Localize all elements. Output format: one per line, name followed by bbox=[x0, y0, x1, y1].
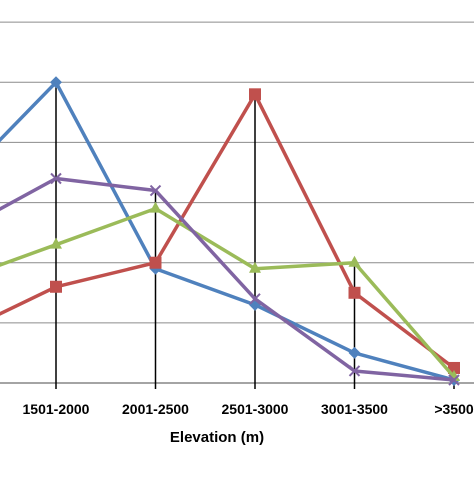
x-axis-title: Elevation (m) bbox=[170, 429, 264, 446]
x-tick-label: 2001-2500 bbox=[122, 401, 189, 417]
data-point bbox=[249, 88, 261, 101]
data-point bbox=[348, 286, 361, 299]
gridlines bbox=[0, 21, 474, 384]
x-tick-label: 2501-3000 bbox=[222, 401, 289, 417]
data-point bbox=[348, 346, 361, 359]
x-tick-label: >3500 bbox=[434, 401, 474, 417]
x-tick-labels: 1501-2000 2001-2500 2501-3000 3001-3500 >350… bbox=[23, 401, 474, 417]
series-group bbox=[0, 76, 460, 386]
data-point bbox=[149, 184, 162, 197]
x-tick-label: 3001-3500 bbox=[321, 401, 388, 417]
data-point bbox=[149, 201, 162, 213]
data-point bbox=[249, 293, 261, 305]
series-line bbox=[0, 80, 455, 382]
data-point bbox=[50, 280, 62, 293]
series-line bbox=[0, 206, 456, 379]
data-point bbox=[448, 374, 460, 386]
drop-lines bbox=[55, 82, 455, 389]
data-point bbox=[249, 261, 261, 273]
data-point bbox=[50, 237, 62, 249]
x-tick-label: 1501-2000 bbox=[23, 401, 90, 417]
series-line bbox=[0, 92, 456, 370]
data-point bbox=[348, 365, 361, 377]
data-point bbox=[50, 76, 62, 89]
data-point bbox=[50, 172, 62, 185]
series-line bbox=[0, 176, 455, 382]
data-point bbox=[149, 256, 162, 269]
data-point bbox=[348, 255, 361, 267]
